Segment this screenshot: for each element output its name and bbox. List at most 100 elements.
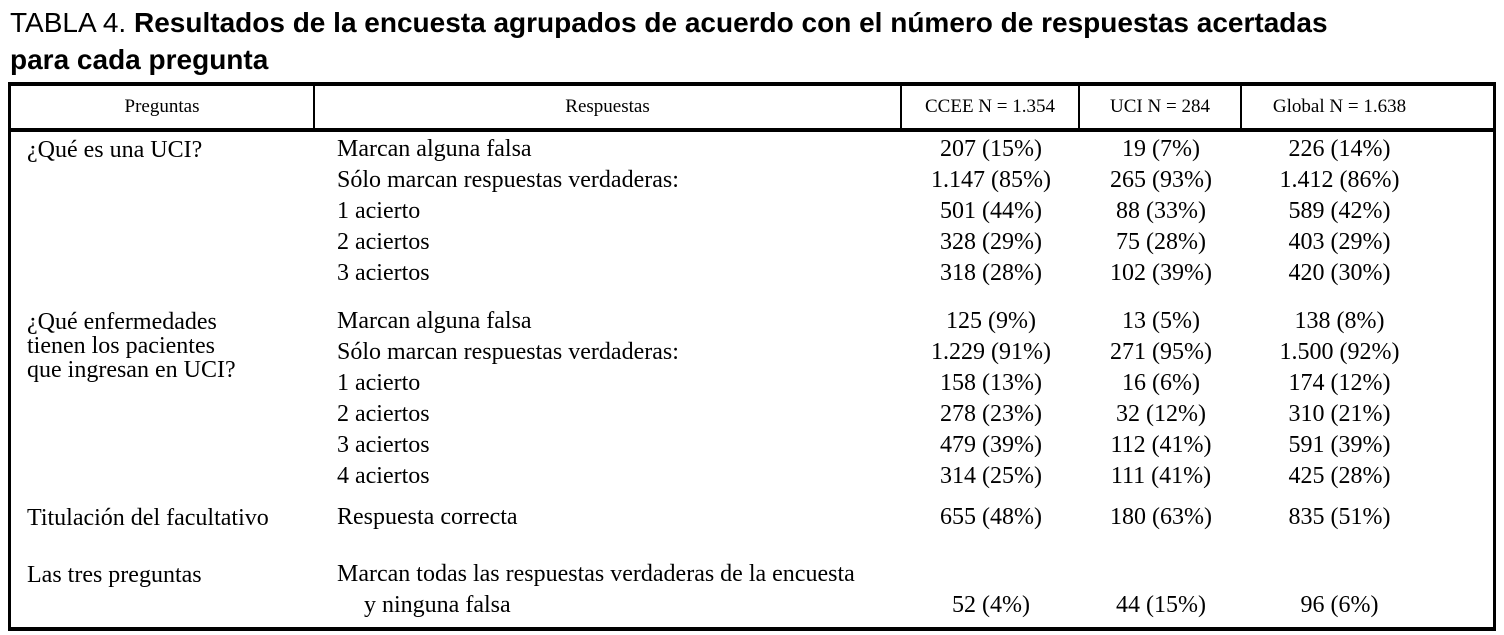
header-cell-global: Global N = 1.638	[1272, 96, 1407, 117]
question-cell: Titulación del facultativo	[11, 502, 315, 533]
response-label: y ninguna falsa	[364, 592, 511, 618]
response-label: Respuesta correcta	[337, 504, 518, 530]
value-ccee: 479 (39%)	[940, 432, 1042, 458]
value-global	[1242, 559, 1493, 590]
value-uci: 75 (28%)	[1116, 229, 1206, 255]
results-table: Preguntas Respuestas CCEE N = 1.354 UCI …	[8, 82, 1496, 631]
question-block: Las tres preguntas Marcan todas las respu…	[11, 559, 1493, 621]
value-ccee: 328 (29%)	[940, 229, 1042, 255]
response-label: 2 aciertos	[337, 229, 430, 255]
question-line: ¿Qué es una UCI?	[27, 137, 203, 163]
value-uci: 44 (15%)	[1116, 592, 1206, 618]
response-label: Sólo marcan respuestas verdaderas:	[337, 339, 679, 365]
value-global: 1.500 (92%)	[1279, 339, 1400, 365]
table-row: 1 acierto 501 (44%) 88 (33%) 589 (42%)	[315, 196, 1493, 227]
value-uci: 111 (41%)	[1110, 463, 1212, 489]
question-line: ¿Qué enfermedades	[27, 309, 217, 335]
table-row: 1 acierto 158 (13%) 16 (6%) 174 (12%)	[315, 368, 1493, 399]
value-uci: 19 (7%)	[1122, 136, 1200, 162]
value-ccee: 314 (25%)	[940, 463, 1042, 489]
value-global: 835 (51%)	[1288, 504, 1391, 530]
value-ccee: 278 (23%)	[940, 401, 1042, 427]
value-global: 420 (30%)	[1288, 260, 1391, 286]
table-header-row: Preguntas Respuestas CCEE N = 1.354 UCI …	[11, 86, 1493, 132]
question-line: Las tres preguntas	[27, 562, 202, 588]
value-ccee: 318 (28%)	[940, 260, 1042, 286]
value-global: 403 (29%)	[1288, 229, 1391, 255]
table-row: Sólo marcan respuestas verdaderas: 1.229 …	[315, 337, 1493, 368]
response-label: Marcan alguna falsa	[337, 308, 532, 334]
value-global: 589 (42%)	[1288, 198, 1391, 224]
value-ccee: 52 (4%)	[952, 592, 1030, 618]
response-rows: Marcan alguna falsa 207 (15%) 19 (7%) 226 (…	[315, 134, 1493, 289]
table-title-line1: Resultados de la encuesta agrupados de a…	[134, 7, 1328, 38]
value-ccee	[902, 559, 1080, 590]
value-ccee: 655 (48%)	[940, 504, 1042, 530]
value-global: 425 (28%)	[1288, 463, 1391, 489]
response-label: 3 aciertos	[337, 432, 430, 458]
question-block: ¿Qué enfermedades tienen los pacientes que…	[11, 306, 1493, 492]
value-ccee: 207 (15%)	[940, 136, 1042, 162]
table-row: 3 aciertos 318 (28%) 102 (39%) 420 (30%)	[315, 258, 1493, 289]
value-ccee: 1.147 (85%)	[931, 167, 1051, 193]
response-label: Marcan alguna falsa	[337, 136, 532, 162]
table-row: 3 aciertos 479 (39%) 112 (41%) 591 (39%)	[315, 430, 1493, 461]
value-uci: 16 (6%)	[1122, 370, 1200, 396]
value-global: 1.412 (86%)	[1279, 167, 1400, 193]
response-label: 2 aciertos	[337, 401, 430, 427]
value-uci: 265 (93%)	[1110, 167, 1212, 193]
response-rows: Marcan todas las respuestas verdaderas d…	[315, 559, 1493, 621]
table-row: y ninguna falsa 52 (4%) 44 (15%) 96 (6%)	[315, 590, 1493, 621]
header-cell-respuestas: Respuestas	[315, 86, 902, 128]
value-uci: 112 (41%)	[1110, 432, 1212, 458]
table-row: Marcan alguna falsa 125 (9%) 13 (5%) 138 (8…	[315, 306, 1493, 337]
header-cell-preguntas: Preguntas	[11, 86, 315, 128]
value-uci: 180 (63%)	[1110, 504, 1212, 530]
question-block: Titulación del facultativo Respuesta corr…	[11, 502, 1493, 533]
header-cell-ccee: CCEE N = 1.354	[902, 86, 1080, 128]
value-ccee: 1.229 (91%)	[931, 339, 1051, 365]
value-global: 226 (14%)	[1288, 136, 1391, 162]
value-ccee: 125 (9%)	[946, 308, 1036, 334]
response-label: Sólo marcan respuestas verdaderas:	[337, 167, 679, 193]
question-line: que ingresan en UCI?	[27, 357, 236, 383]
response-label: 1 acierto	[337, 370, 421, 396]
table-row: Respuesta correcta 655 (48%) 180 (63%) 835 …	[315, 502, 1493, 533]
table-row: Sólo marcan respuestas verdaderas: 1.147 …	[315, 165, 1493, 196]
question-cell: Las tres preguntas	[11, 559, 315, 621]
response-rows: Respuesta correcta 655 (48%) 180 (63%) 835 …	[315, 502, 1493, 533]
value-global: 591 (39%)	[1288, 432, 1391, 458]
value-global: 138 (8%)	[1294, 308, 1385, 334]
response-label: 4 aciertos	[337, 463, 430, 489]
value-ccee: 158 (13%)	[940, 370, 1042, 396]
response-label: 1 acierto	[337, 198, 421, 224]
value-global: 96 (6%)	[1300, 592, 1379, 618]
question-line: tienen los pacientes	[27, 333, 215, 359]
table-title-prefix: TABLA 4.	[10, 7, 127, 38]
value-global: 174 (12%)	[1288, 370, 1391, 396]
value-uci: 32 (12%)	[1116, 401, 1206, 427]
response-label: 3 aciertos	[337, 260, 430, 286]
value-ccee: 501 (44%)	[940, 198, 1042, 224]
question-line: Titulación del facultativo	[27, 505, 269, 531]
question-cell: ¿Qué es una UCI?	[11, 134, 315, 289]
header-cell-uci: UCI N = 284	[1080, 86, 1242, 128]
value-uci: 102 (39%)	[1110, 260, 1212, 286]
value-global: 310 (21%)	[1288, 401, 1391, 427]
table-title-line2: para cada pregunta	[10, 44, 269, 75]
value-uci: 271 (95%)	[1110, 339, 1212, 365]
question-cell: ¿Qué enfermedades tienen los pacientes que…	[11, 306, 315, 492]
table-row: 2 aciertos 278 (23%) 32 (12%) 310 (21%)	[315, 399, 1493, 430]
question-block: ¿Qué es una UCI? Marcan alguna falsa 207 (…	[11, 134, 1493, 289]
table-row: 4 aciertos 314 (25%) 111 (41%) 425 (28%)	[315, 461, 1493, 492]
table-body: ¿Qué es una UCI? Marcan alguna falsa 207 (…	[11, 134, 1493, 621]
table-row: Marcan todas las respuestas verdaderas d…	[315, 559, 1493, 590]
value-uci	[1080, 559, 1242, 590]
response-label: Marcan todas las respuestas verdaderas d…	[337, 561, 855, 587]
table-row: 2 aciertos 328 (29%) 75 (28%) 403 (29%)	[315, 227, 1493, 258]
value-uci: 88 (33%)	[1116, 198, 1206, 224]
response-rows: Marcan alguna falsa 125 (9%) 13 (5%) 138 (8…	[315, 306, 1493, 492]
table-row: Marcan alguna falsa 207 (15%) 19 (7%) 226 (…	[315, 134, 1493, 165]
table-title: TABLA 4. Resultados de la encuesta agrup…	[10, 4, 1502, 78]
